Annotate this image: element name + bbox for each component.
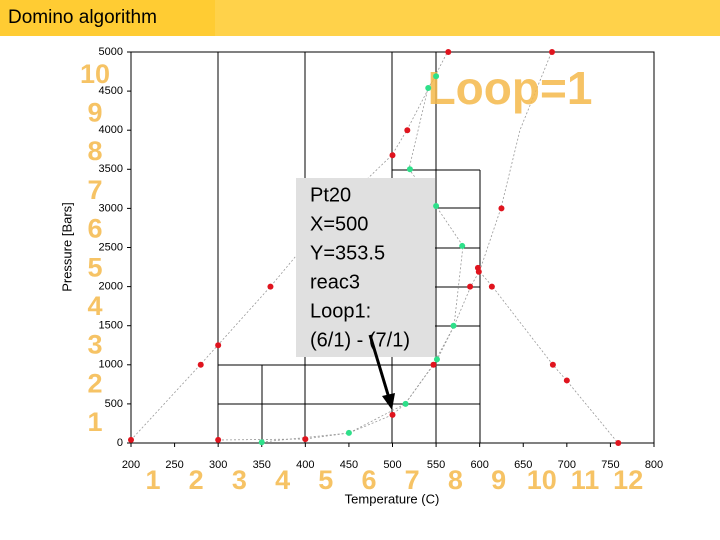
- y-tick-label: 500: [105, 398, 123, 410]
- y-tick-label: 2500: [99, 241, 123, 253]
- loop-title: Loop=1: [428, 62, 593, 114]
- point: [445, 49, 452, 55]
- point: [549, 49, 556, 55]
- y-tick-label: 2000: [99, 281, 123, 293]
- x-tick-label: 700: [558, 459, 576, 471]
- point: [563, 377, 570, 384]
- column-number: 3: [232, 465, 247, 495]
- row-number: 10: [80, 59, 110, 89]
- row-number: 3: [87, 330, 102, 360]
- x-tick-label: 350: [253, 459, 271, 471]
- x-tick-label: 800: [645, 459, 663, 471]
- x-axis-label: Temperature (C): [345, 491, 440, 506]
- point: [433, 73, 440, 80]
- row-number: 8: [87, 136, 102, 166]
- x-tick-label: 400: [296, 459, 314, 471]
- column-number: 6: [361, 465, 376, 495]
- column-number: 9: [491, 465, 506, 495]
- y-axis-label: Pressure [Bars]: [59, 202, 74, 292]
- column-number: 5: [318, 465, 333, 495]
- point: [389, 411, 396, 418]
- info-line: X=500: [310, 213, 368, 235]
- point: [389, 152, 396, 159]
- x-tick-label: 300: [209, 459, 227, 471]
- x-tick-label: 750: [601, 459, 619, 471]
- row-number: 7: [87, 175, 102, 205]
- point: [549, 361, 556, 368]
- point: [302, 436, 309, 443]
- x-tick-label: 550: [427, 459, 445, 471]
- point: [450, 322, 457, 329]
- point: [128, 436, 134, 443]
- point: [267, 283, 274, 290]
- point: [197, 361, 204, 368]
- column-number: 10: [527, 465, 557, 495]
- arrow-shaft: [368, 334, 391, 399]
- point: [475, 268, 482, 275]
- title-box: [0, 0, 215, 36]
- row-number: 2: [87, 368, 102, 398]
- x-tick-label: 250: [165, 459, 183, 471]
- point: [467, 283, 474, 290]
- point: [215, 436, 222, 443]
- info-line: (6/1) - (7/1): [310, 329, 410, 351]
- info-line: Pt20: [310, 184, 351, 206]
- point: [488, 283, 495, 290]
- row-number: 6: [87, 214, 102, 244]
- point: [215, 342, 222, 349]
- y-tick-label: 5000: [99, 46, 123, 58]
- info-line: Loop1:: [310, 300, 371, 322]
- y-tick-label: 3500: [99, 163, 123, 175]
- column-number: 4: [275, 465, 290, 495]
- y-tick-label: 3000: [99, 202, 123, 214]
- info-line: Y=353.5: [310, 242, 385, 264]
- column-number: 1: [145, 465, 160, 495]
- point: [406, 166, 413, 173]
- y-tick-label: 1000: [99, 359, 123, 371]
- slide-title: Domino algorithm: [8, 7, 157, 28]
- row-number: 5: [87, 252, 102, 282]
- y-tick-label: 4000: [99, 124, 123, 136]
- column-number: 2: [189, 465, 204, 495]
- arrow-head: [382, 393, 395, 410]
- x-tick-label: 200: [122, 459, 140, 471]
- point: [433, 356, 440, 363]
- point: [345, 429, 352, 436]
- x-tick-label: 600: [470, 459, 488, 471]
- column-number: 11: [571, 465, 600, 495]
- point: [425, 84, 432, 91]
- row-number: 1: [87, 407, 102, 437]
- point: [498, 205, 505, 212]
- point: [459, 242, 466, 249]
- info-line: reac3: [310, 271, 360, 293]
- x-tick-label: 450: [340, 459, 358, 471]
- y-tick-label: 4500: [99, 85, 123, 97]
- column-number: 12: [613, 465, 643, 495]
- point: [402, 400, 409, 407]
- x-tick-label: 650: [514, 459, 532, 471]
- row-number: 4: [87, 291, 102, 321]
- column-number: 7: [405, 465, 420, 495]
- point: [615, 440, 622, 446]
- curve: [479, 271, 619, 444]
- x-tick-label: 500: [383, 459, 401, 471]
- point: [258, 439, 265, 446]
- y-tick-label: 1500: [99, 320, 123, 332]
- info-box: [296, 178, 435, 357]
- column-number: 8: [448, 465, 463, 495]
- y-tick-label: 0: [117, 437, 123, 449]
- row-number: 9: [87, 98, 102, 128]
- point: [433, 203, 440, 210]
- point: [430, 361, 437, 368]
- point: [404, 127, 411, 134]
